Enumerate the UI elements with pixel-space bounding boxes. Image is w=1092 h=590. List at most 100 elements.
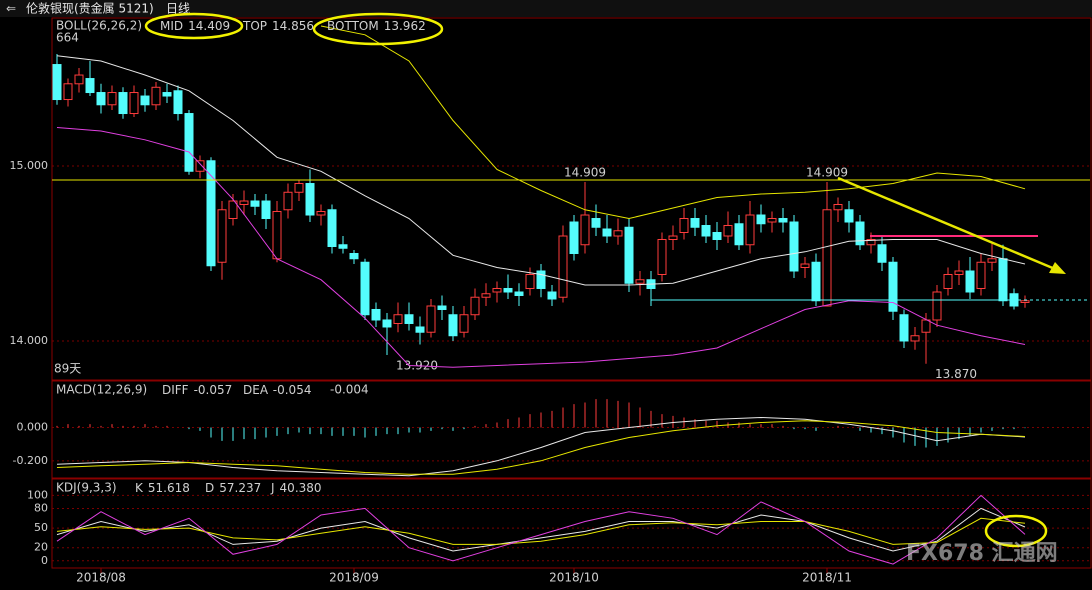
indicator-line [56, 420, 1026, 475]
legend-entry: DEA -0.054 [243, 383, 311, 397]
indicator-name: BOLL(26,26,2) [56, 19, 142, 33]
x-tick-label: 2018/09 [329, 571, 379, 585]
candle-body [503, 287, 513, 293]
candle-body [624, 226, 634, 284]
legend-name: MID [160, 19, 183, 33]
candle-body [316, 211, 326, 216]
candle-body [349, 253, 359, 260]
candle-body [888, 261, 898, 312]
legend-value: 51.618 [148, 481, 190, 495]
candle-body [932, 291, 942, 321]
x-tick-label: 2018/08 [76, 571, 126, 585]
y-tick-label: 15.000 [10, 159, 49, 172]
candle-body [976, 261, 986, 289]
plot-layers: 2018/08 2018/09 2018/10 2018/11 15.000 14.000… [10, 19, 1090, 585]
candle-body [470, 296, 480, 316]
candle-body [910, 335, 920, 342]
legend-entry: BOTTOM 13.962 [327, 19, 426, 33]
legend-name: BOTTOM [327, 19, 379, 33]
indicator-line [56, 494, 1026, 565]
kdj-panel-frame [51, 478, 1092, 569]
candle-body [668, 235, 678, 241]
candle-body [228, 200, 238, 220]
legend-entry: MID 14.409 [160, 19, 230, 33]
legend-value: 14.856 [272, 19, 314, 33]
back-icon[interactable]: ⇐ [6, 2, 16, 16]
candle-body [899, 314, 909, 342]
y-tick-label: -0.200 [13, 454, 48, 467]
candle-body [734, 223, 744, 246]
legend-value: 13.962 [384, 19, 426, 33]
candle-body [547, 291, 557, 300]
candle-body [305, 183, 315, 216]
highlight-ellipse [984, 514, 1048, 548]
indicator-line [56, 517, 1026, 545]
candle-body [536, 270, 546, 289]
candle-body [965, 270, 975, 293]
candle-body [239, 200, 249, 206]
candle-body [371, 308, 381, 321]
period-count: 89天 [54, 362, 81, 376]
legend-value: -0.004 [330, 383, 369, 397]
indicator-name: MACD(12,26,9) [56, 383, 147, 397]
candle-body [580, 214, 590, 246]
trend-arrow [837, 176, 1056, 271]
price-annotation: 14.909 [806, 165, 848, 179]
candle-body [789, 221, 799, 272]
candle-body [690, 218, 700, 228]
indicator-line [56, 127, 1026, 368]
candle-body [393, 314, 403, 324]
corner-label: 664 [56, 31, 79, 45]
candle-body [855, 221, 865, 246]
macd-panel-frame [51, 380, 1092, 479]
candle-body [844, 209, 854, 223]
candle-body [85, 78, 95, 94]
candle-body [74, 74, 84, 85]
candle-body [151, 86, 161, 106]
candle-body [569, 221, 579, 255]
y-tick-label: 50 [34, 521, 48, 534]
candle-body [657, 239, 667, 275]
candle-body [448, 314, 458, 337]
candle-body [195, 160, 205, 172]
candle-body [1020, 300, 1030, 303]
legend-name: J [270, 481, 275, 495]
candle-body [987, 258, 997, 263]
candle-body [459, 314, 469, 333]
candle-body [602, 228, 612, 237]
period-selector[interactable]: 日线 [166, 2, 190, 16]
candle-body [712, 232, 722, 241]
highlight-ellipse [312, 12, 444, 46]
candle-body [591, 218, 601, 228]
candle-body [998, 258, 1008, 302]
candle-body [404, 314, 414, 324]
y-tick-label: 100 [27, 488, 48, 501]
candle-body [558, 235, 568, 298]
candle-body [514, 291, 524, 296]
candle-body [217, 209, 227, 263]
candle-body [679, 218, 689, 234]
candle-body [833, 204, 843, 211]
trend-arrow-head [1049, 262, 1066, 274]
candle-body [811, 261, 821, 302]
legend-name: D [205, 481, 214, 495]
candle-body [635, 279, 645, 284]
candle-body [52, 64, 62, 101]
candle-body [162, 92, 172, 97]
legend-entry: K 51.618 [135, 481, 190, 495]
candle-body [767, 218, 777, 223]
legend-name: DIFF [162, 383, 189, 397]
watermark: FX678 汇通网 [906, 541, 1058, 566]
legend-entry: J 40.380 [270, 481, 322, 495]
legend-value: -0.057 [194, 383, 233, 397]
candle-body [96, 92, 106, 106]
legend-value: 14.409 [188, 19, 230, 33]
y-tick-label: 14.000 [10, 334, 49, 347]
legend-value: -0.054 [273, 383, 312, 397]
candle-body [63, 83, 73, 101]
candle-body [921, 319, 931, 333]
y-tick-label: 20 [34, 541, 48, 554]
candle-body [272, 211, 282, 260]
